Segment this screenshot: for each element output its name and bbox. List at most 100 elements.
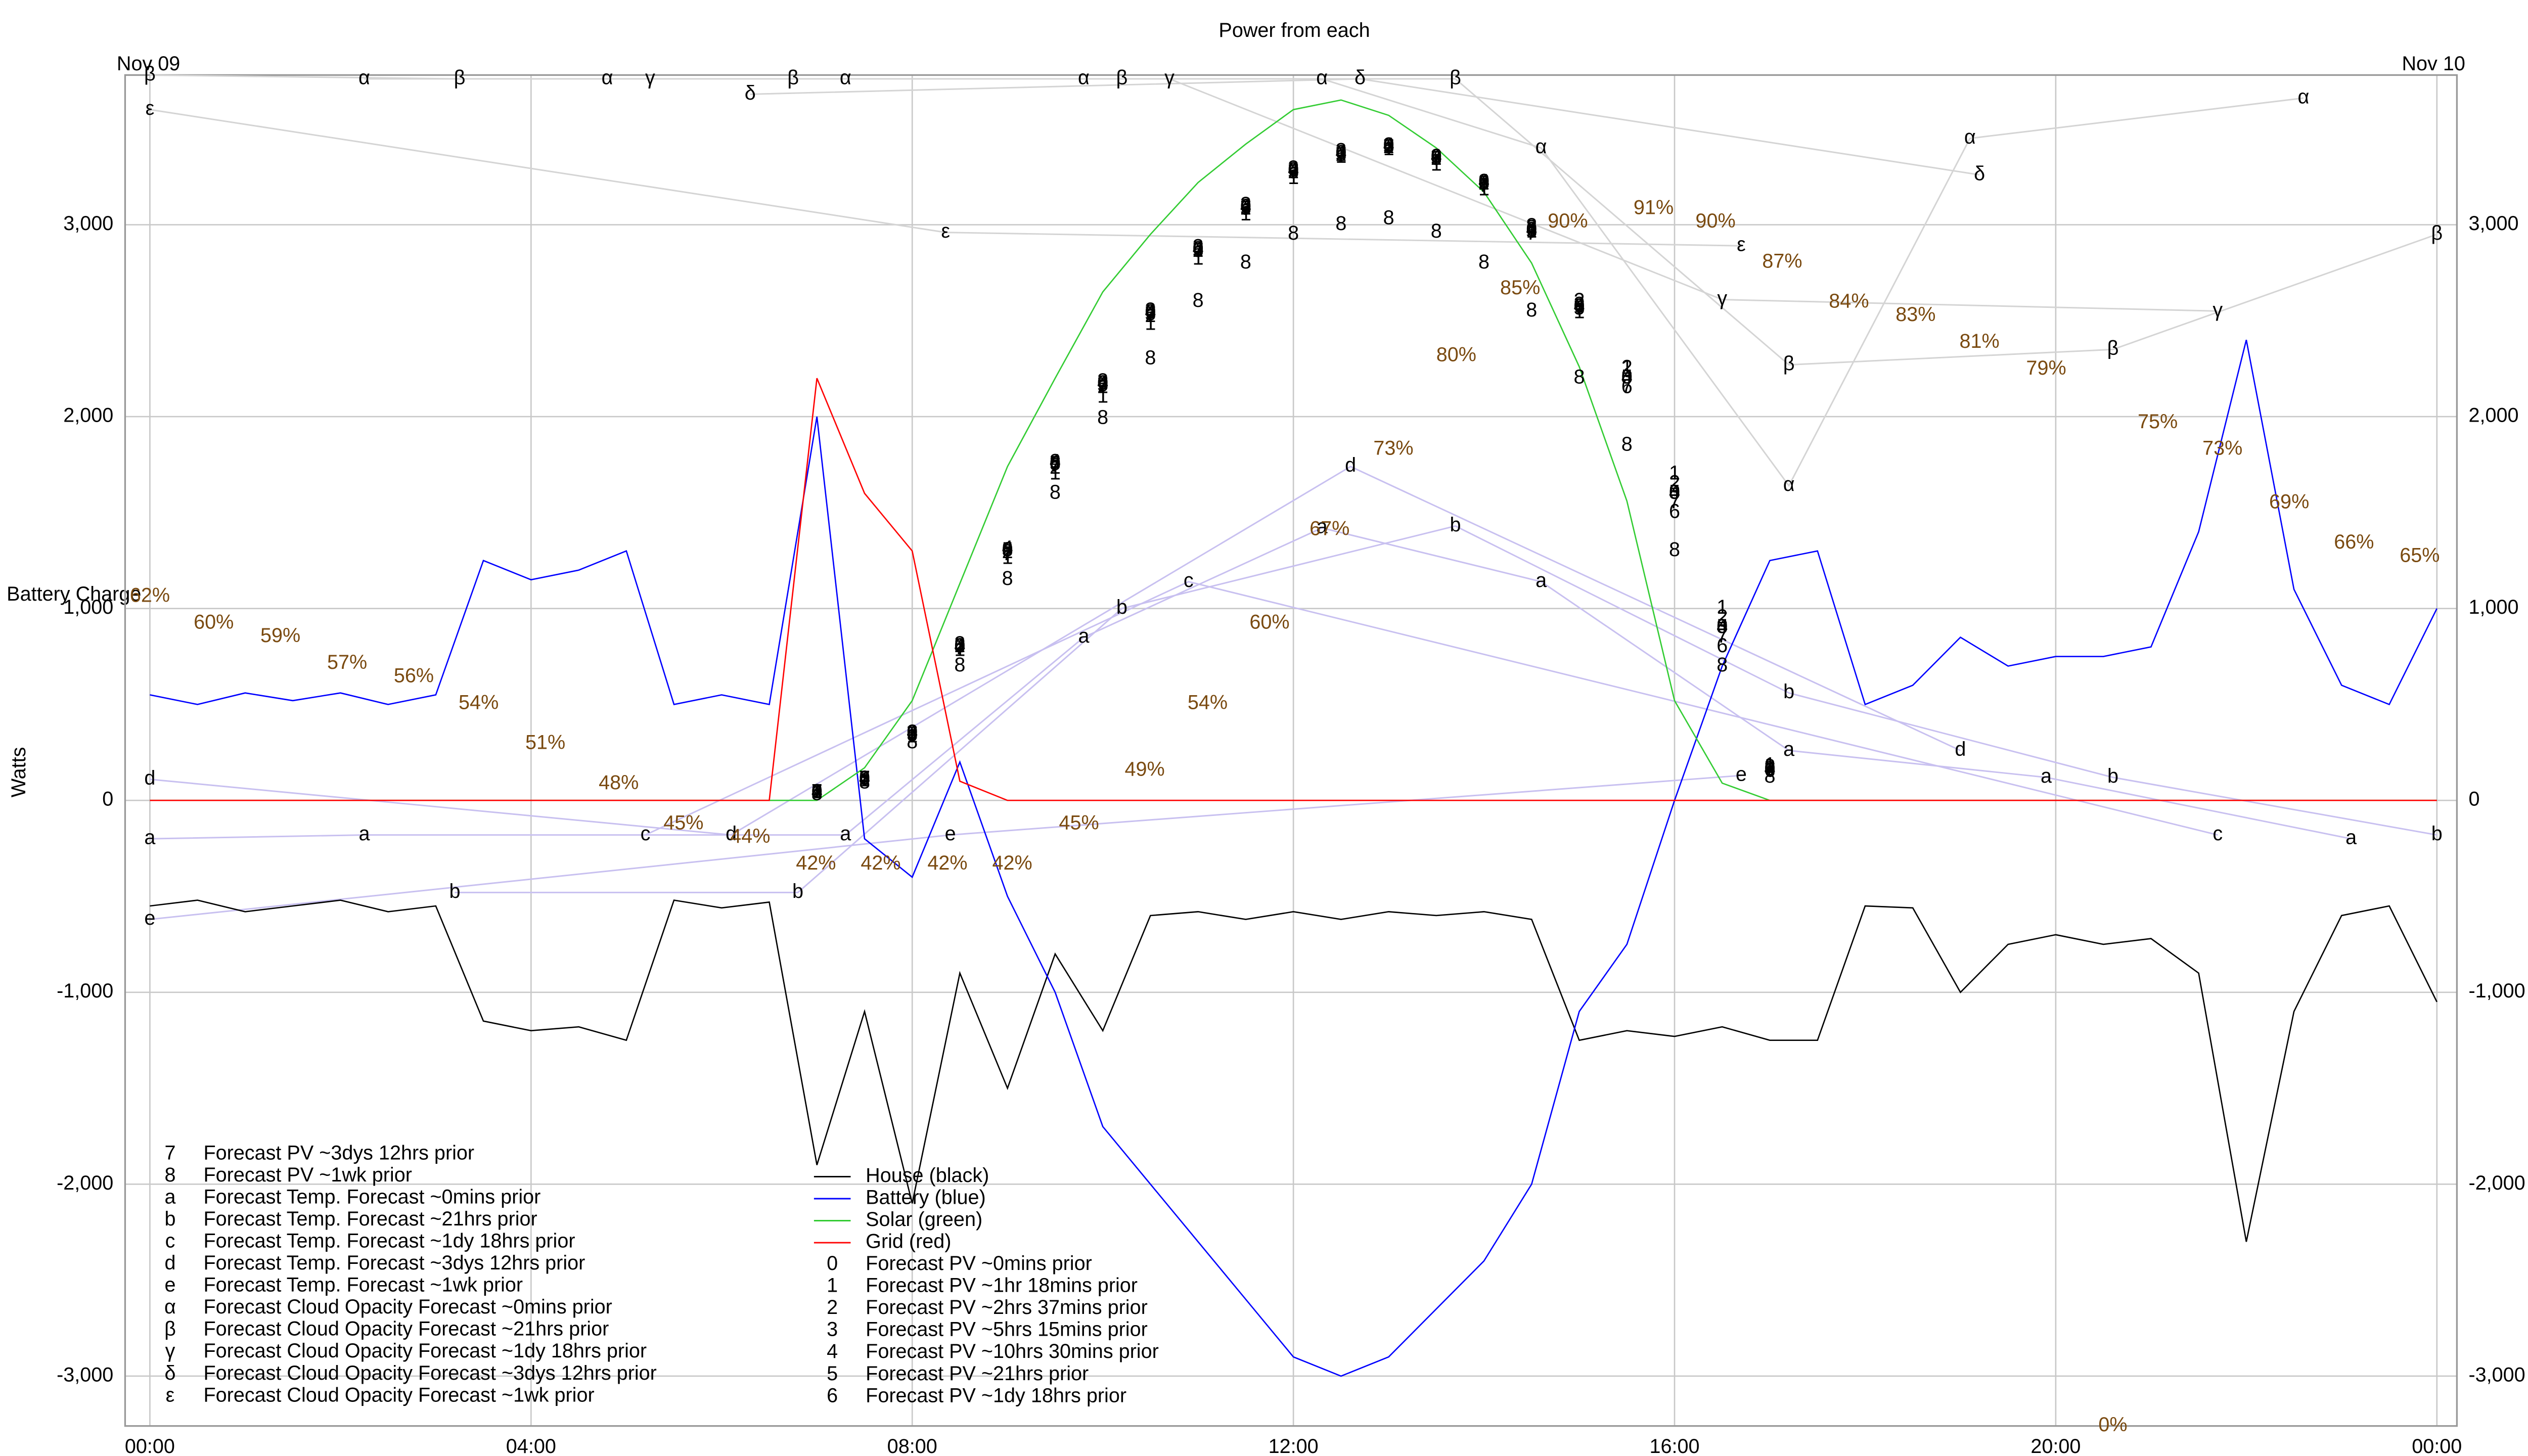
forecast-marker: 6 <box>1002 538 1013 561</box>
forecast-marker: a <box>358 823 370 845</box>
forecast-marker: 6 <box>1240 195 1251 217</box>
x-tick-label: 12:00 <box>1269 1435 1319 1456</box>
forecast-marker: 7 <box>1526 222 1537 244</box>
legend-label: Forecast Temp. Forecast ~3dys 12hrs prio… <box>203 1252 585 1274</box>
forecast-line <box>150 74 2437 366</box>
forecast-marker: 3 <box>1431 145 1442 167</box>
forecast-marker: 7 <box>1669 490 1680 513</box>
legend-symbol: 3 <box>827 1318 838 1341</box>
forecast-marker: 7 <box>1002 542 1013 565</box>
forecast-marker: 7 <box>811 780 823 802</box>
forecast-marker: 3 <box>1288 157 1299 179</box>
forecast-marker: e <box>945 823 956 845</box>
forecast-marker: δ <box>1974 162 1985 185</box>
date-label: Nov 10 <box>2402 53 2465 75</box>
legend-label: Forecast PV ~21hrs prior <box>866 1362 1089 1385</box>
y-tick-label: 2,000 <box>63 404 113 427</box>
forecast-marker: 6 <box>1050 452 1061 474</box>
forecast-marker: c <box>1184 569 1194 592</box>
legend-symbol: γ <box>165 1340 175 1362</box>
series-line <box>150 339 2437 1377</box>
forecast-marker: 6 <box>1288 159 1299 181</box>
forecast-line <box>150 466 1961 836</box>
forecast-marker: 7 <box>1431 147 1442 169</box>
battery-charge-label: 65% <box>2400 544 2440 566</box>
forecast-marker: 1 <box>811 780 823 802</box>
legend-symbol: ε <box>166 1384 175 1406</box>
legend-label: Forecast PV ~3dys 12hrs prior <box>203 1142 474 1164</box>
forecast-marker: 5 <box>1002 538 1013 561</box>
forecast-marker: 4 <box>907 721 918 743</box>
forecast-marker: 1 <box>1574 301 1585 323</box>
forecast-marker: 3 <box>1193 236 1204 258</box>
battery-charge-label: 79% <box>2026 357 2066 379</box>
forecast-marker: γ <box>645 66 655 88</box>
battery-charge-label: 60% <box>1249 611 1289 633</box>
forecast-marker: 2 <box>1050 456 1061 478</box>
forecast-line <box>645 580 2218 836</box>
forecast-marker: 3 <box>1621 366 1633 388</box>
legend-symbol: 5 <box>827 1362 838 1385</box>
forecast-marker: 6 <box>1621 376 1633 398</box>
forecast-marker: 3 <box>1145 299 1156 321</box>
battery-charge-label: 62% <box>130 584 170 607</box>
legend-symbol: c <box>165 1230 175 1252</box>
battery-charge-label: 45% <box>663 812 703 834</box>
forecast-marker: ε <box>941 220 950 242</box>
battery-charge-label: 69% <box>2269 491 2309 513</box>
forecast-marker: α <box>602 66 613 88</box>
legend-label: Grid (red) <box>866 1231 951 1253</box>
forecast-marker: 6 <box>907 721 918 743</box>
legend-symbol: 2 <box>827 1296 838 1318</box>
forecast-marker: a <box>1536 569 1547 592</box>
battery-charge-label: 59% <box>260 624 300 647</box>
y-tick-label: -2,000 <box>2468 1172 2525 1194</box>
forecast-marker: 2 <box>1145 304 1156 327</box>
legend-label: Forecast Cloud Opacity Forecast ~1wk pri… <box>203 1384 594 1406</box>
forecast-marker: 0 <box>1383 133 1394 156</box>
forecast-marker: 5 <box>1621 366 1633 388</box>
forecast-marker: β <box>1116 66 1127 88</box>
battery-charge-label: 48% <box>599 771 639 794</box>
forecast-marker: 2 <box>859 767 870 789</box>
forecast-marker: 0 <box>1193 237 1204 259</box>
forecast-marker: 8 <box>1574 366 1585 388</box>
battery-charge-label: 42% <box>796 852 836 874</box>
forecast-marker: δ <box>1355 66 1366 88</box>
forecast-marker: 6 <box>1097 372 1108 394</box>
forecast-marker: 4 <box>1193 237 1204 259</box>
forecast-marker: b <box>1116 596 1127 618</box>
legend-symbol: a <box>164 1186 176 1208</box>
legend-symbol: e <box>164 1274 175 1296</box>
forecast-marker: 6 <box>1431 145 1442 167</box>
forecast-marker: 3 <box>1526 216 1537 239</box>
forecast-marker: 7 <box>1193 239 1204 261</box>
legend-label: Forecast Temp. Forecast ~0mins prior <box>203 1186 540 1208</box>
forecast-marker: β <box>2431 222 2443 244</box>
battery-charge-label: 91% <box>1634 196 1674 218</box>
forecast-marker: 3 <box>1050 450 1061 473</box>
forecast-marker: 7 <box>1383 135 1394 158</box>
forecast-marker: 2 <box>907 721 918 743</box>
forecast-marker: 3 <box>1764 757 1775 780</box>
forecast-marker: γ <box>2213 299 2223 321</box>
forecast-line <box>150 775 1742 921</box>
forecast-marker: 1 <box>1717 596 1728 618</box>
forecast-marker: α <box>2297 85 2309 108</box>
forecast-marker: 0 <box>1240 195 1251 217</box>
forecast-marker: a <box>2041 765 2052 787</box>
forecast-marker: 2 <box>1383 135 1394 158</box>
forecast-marker: 3 <box>1669 481 1680 503</box>
forecast-marker: b <box>792 880 803 902</box>
forecast-marker: 1 <box>1526 220 1537 242</box>
forecast-marker: α <box>840 66 851 88</box>
forecast-marker: b <box>1783 680 1794 703</box>
legend-symbol: 0 <box>827 1252 838 1275</box>
forecast-marker: 5 <box>1193 239 1204 261</box>
forecast-marker: 5 <box>1240 197 1251 219</box>
forecast-marker: 0 <box>1621 366 1633 388</box>
forecast-marker: 8 <box>1669 538 1680 561</box>
chart-title: Power from each <box>1218 19 1370 41</box>
legend-symbol: 6 <box>827 1384 838 1406</box>
forecast-line <box>750 78 1980 176</box>
